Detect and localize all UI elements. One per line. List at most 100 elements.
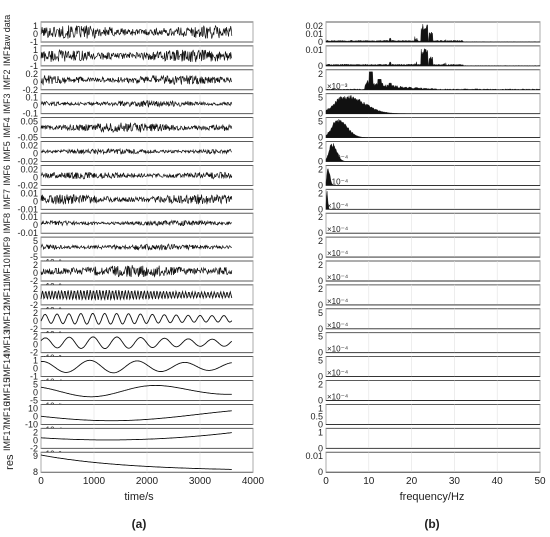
panel-a-ytick-label: 0 [33,435,38,445]
panel-a-ytick-label: 0 [33,149,38,159]
panel-a-ytick-label: -1 [30,372,38,382]
panel-b-axes-box [325,69,541,91]
panel-b-ytick-label: 5 [318,332,323,342]
panel-a-ytick-label: 0 [33,388,38,398]
panel-a-ytick-label: 0 [33,316,38,326]
panel-b-axes-box [325,188,541,210]
panel-b-ytick-label: 0 [318,61,323,71]
panel-a-ytick-label: 0 [33,125,38,135]
panel-b-ytick-label: 0 [318,180,323,190]
panel-b-xtick-label: 20 [406,476,418,487]
panel-a-ytick-label: -2 [30,324,38,334]
panel-a-ytick-label: 0.2 [25,69,38,79]
panel-b-row: 0.01 0 [305,45,541,71]
panel-b-exponent-label: ×10⁻⁴ [327,273,349,282]
panel-a-signal-line [41,432,232,441]
panel-a-ytick-label: 0.02 [20,164,38,174]
panel-a-row: 0.10-0.1 IMF3 [2,93,254,119]
panel-b-exponent-label: ×10⁻³ [327,82,348,91]
panel-a-row-label: IMF15 [2,378,12,404]
panel-a-row: 0.20-0.2 IMF2 [2,69,254,95]
panel-a-ytick-label: -5 [30,252,38,262]
panel-a-xlabel: time/s [124,491,154,503]
panel-a-xtick-label: 1000 [83,476,106,487]
panel-a-row-label: IMF14 [2,354,12,380]
panel-a-ytick-label: -1 [30,37,38,47]
panel-b-exponent-label: ×10⁻⁴ [327,321,349,330]
panel-b-spectrum-area [325,191,540,210]
panel-b-ytick-label: 0 [318,300,323,310]
panel-b-axes-box [325,141,541,162]
panel-b-row: 5 0 ×10⁻⁴ [318,332,541,358]
panel-a-row: 0.020-0.02 IMF5 [2,141,254,167]
panel-a-signal-line [40,359,232,374]
panel-a-ytick-label: 0 [33,244,38,254]
panel-b-ytick-label: 0.01 [305,29,323,39]
panel-b-axes-box [325,403,541,425]
panel-b-ytick-label: 2 [318,188,323,198]
panel-a-row-label: raw data [2,15,12,50]
panel-a-ytick-label: 0 [33,220,38,230]
panel-a-ytick-label: 0.1 [25,93,38,103]
panel-a-row: 20-2×10⁻³IMF10 [2,258,254,291]
panel-b-ytick-label: 0 [318,372,323,382]
panel-a-row: 10-1 raw data [2,15,254,50]
panel-b-axes-box [325,117,541,138]
panel-a-caption: (a) [132,517,147,531]
panel-a-signal-line [40,194,233,206]
panel-b-ytick-label: 0 [318,133,323,143]
panel-b-ytick-label: 0 [318,85,323,95]
panel-a-ytick-label: -0.1 [22,109,38,119]
panel-b-ytick-label: 0 [318,109,323,119]
panel-b-axes-box [325,427,541,449]
panel-b-row: 0.020.010 [305,21,541,47]
panel-b-xtick-label: 50 [534,476,546,487]
panel-a-row: 0.010-0.01 IMF7 [2,188,254,214]
panel-b-axes-box [325,284,541,306]
panel-b-spectrum-area [325,119,540,138]
panel-a-ytick-label: 0 [33,53,38,63]
panel-b-row: 0.01 0 [305,451,541,477]
panel-b-row: 2 0 ×10⁻⁴ [318,284,541,310]
panel-a-row-label: IMF13 [2,330,12,356]
panel-a-row: 10-1 IMF1 [2,45,254,71]
panel-a-signal-line [40,265,233,278]
panel-b-ytick-label: 1 [318,427,323,437]
panel-a-ytick-label: -2 [30,300,38,310]
panel-a-ytick-label: -2 [30,348,38,358]
panel-a-ytick-label: 0 [33,268,38,278]
panel-b-row: 5 0 ×10⁻⁴ [318,308,541,334]
panel-b-ytick-label: 1 [318,403,323,413]
panel-a-ytick-label: 2 [33,332,38,342]
panel-a-ytick-label: 2 [33,308,38,318]
panel-a-signal-line [40,24,233,40]
panel-a-ytick-label: -0.01 [17,204,38,214]
panel-a-signal-line [41,410,232,422]
panel-a-row-label: IMF11 [2,282,12,307]
panel-b-axes-box [325,212,541,234]
panel-a-ytick-label: -0.05 [17,133,38,143]
panel-b-ytick-label: 0.01 [305,45,323,55]
panel-b-ytick-label: 0 [318,228,323,238]
panel-a-signal-line [40,289,233,302]
panel-a-ytick-label: 0 [33,292,38,302]
panel-b-ytick-label: 0 [318,443,323,453]
panel-a-ytick-label: -2 [30,276,38,286]
panel-b-row: 2 0 ×10⁻⁴ [318,236,541,262]
panel-b-xtick-label: 40 [492,476,504,487]
panel-a-ytick-label: -0.02 [17,180,38,190]
panel-a-signal-line [40,48,233,63]
panel-a-row-label: IMF7 [2,189,12,210]
panel-b-ytick-label: 2 [318,164,323,174]
panel-b-ytick-label: 2 [318,212,323,222]
panel-b-axes-box [325,308,541,330]
panel-b-ytick-label: 2 [318,260,323,270]
panel-a-ytick-label: -0.01 [17,228,38,238]
panel-b-spectrum-area [325,143,540,162]
panel-a-ytick-label: 2 [33,284,38,294]
panel-b-exponent-label: ×10⁻⁴ [327,369,349,378]
panel-b-ytick-label: 0.01 [305,451,323,461]
panel-b-ytick-label: 0 [318,467,323,477]
panel-b-ytick-label: 0 [318,157,323,167]
